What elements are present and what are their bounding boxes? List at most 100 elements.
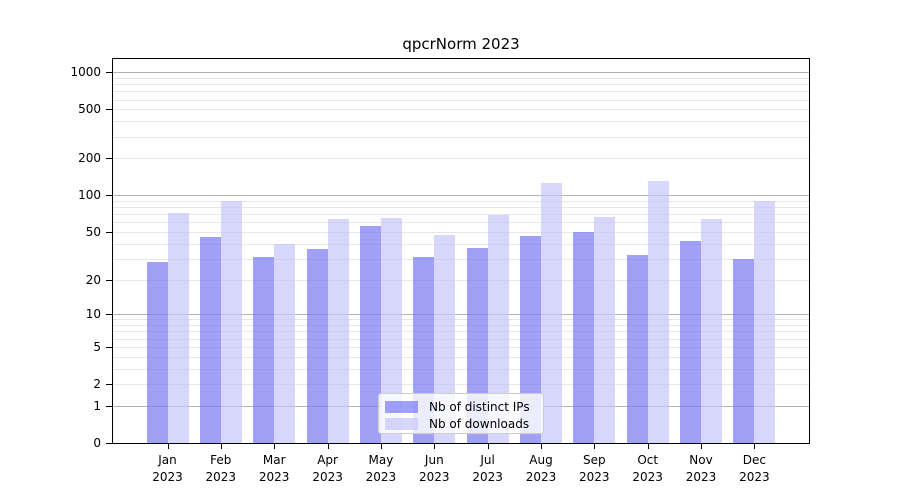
minor-gridline xyxy=(113,338,809,340)
x-tick-label: Nov 2023 xyxy=(685,453,717,484)
y-tick-label: 1000 xyxy=(70,65,101,80)
minor-gridline xyxy=(113,207,809,209)
x-tick-label: Jun 2023 xyxy=(419,453,450,484)
y-tick-label: 200 xyxy=(78,151,101,166)
minor-gridline xyxy=(113,158,809,160)
x-tick-label: Oct 2023 xyxy=(632,453,663,484)
y-tick-mark xyxy=(106,346,112,348)
y-tick-label: 5 xyxy=(93,339,101,354)
minor-gridline xyxy=(113,384,809,385)
x-tick-label: Jul 2023 xyxy=(472,453,503,484)
minor-gridline xyxy=(113,99,809,101)
minor-gridline xyxy=(113,368,809,370)
minor-gridline xyxy=(113,325,809,326)
major-gridline xyxy=(113,314,809,316)
x-tick-mark xyxy=(220,444,222,449)
minor-gridline xyxy=(113,346,809,348)
y-tick-mark xyxy=(106,72,112,74)
x-tick-label: Aug 2023 xyxy=(525,453,557,484)
minor-gridline xyxy=(113,356,809,358)
x-tick-mark xyxy=(434,444,436,449)
y-tick-mark xyxy=(106,384,112,385)
bar-downloads xyxy=(540,182,562,443)
minor-gridline xyxy=(113,222,809,224)
y-tick-label: 2 xyxy=(93,377,101,391)
x-tick-mark xyxy=(327,444,329,449)
y-tick-label: 100 xyxy=(78,188,101,203)
legend-label-downloads: Nb of downloads xyxy=(429,416,530,431)
y-tick-label: 50 xyxy=(85,224,101,239)
bar-distinct-ips xyxy=(253,256,275,443)
legend-swatch-distinct-ips xyxy=(385,400,418,413)
y-tick-mark xyxy=(106,109,112,111)
x-tick-mark xyxy=(274,444,276,449)
bar-distinct-ips xyxy=(626,255,648,443)
chart-title: qpcrNorm 2023 xyxy=(402,35,520,53)
bar-downloads xyxy=(487,214,509,443)
legend: Nb of distinct IPs Nb of downloads xyxy=(378,393,544,434)
x-tick-label: Sep 2023 xyxy=(579,453,610,484)
bar-downloads xyxy=(167,213,189,443)
y-tick-mark xyxy=(106,195,112,197)
y-tick-label: 0 xyxy=(93,436,101,450)
minor-gridline xyxy=(113,121,809,123)
bar-downloads xyxy=(274,243,296,443)
bar-downloads xyxy=(220,201,242,443)
y-tick-mark xyxy=(106,405,112,407)
x-tick-label: Feb 2023 xyxy=(205,453,237,484)
minor-gridline xyxy=(113,214,809,216)
y-tick-mark xyxy=(106,443,112,444)
bar-distinct-ips xyxy=(733,258,755,443)
y-tick-label: 500 xyxy=(78,102,101,117)
minor-gridline xyxy=(113,200,809,202)
y-tick-label: 10 xyxy=(85,307,101,322)
bar-distinct-ips xyxy=(146,262,168,443)
y-tick-mark xyxy=(106,158,112,160)
x-tick-mark xyxy=(701,444,702,449)
x-tick-label: Dec 2023 xyxy=(739,453,770,484)
bar-distinct-ips xyxy=(519,236,541,443)
x-tick-mark xyxy=(167,444,169,449)
bar-downloads xyxy=(434,235,456,443)
minor-gridline xyxy=(113,84,809,85)
minor-gridline xyxy=(113,258,809,260)
x-tick-label: Mar 2023 xyxy=(258,453,290,484)
major-gridline xyxy=(113,72,809,74)
x-tick-mark xyxy=(380,444,382,449)
bar-distinct-ips xyxy=(199,237,221,443)
bar-distinct-ips xyxy=(680,241,701,443)
minor-gridline xyxy=(113,279,809,281)
x-tick-mark xyxy=(594,444,596,449)
bar-downloads xyxy=(754,200,776,443)
legend-entry-distinct-ips: Nb of distinct IPs xyxy=(385,398,543,415)
minor-gridline xyxy=(113,77,809,79)
y-tick-mark xyxy=(106,231,112,233)
x-tick-mark xyxy=(647,444,649,449)
bar-distinct-ips xyxy=(359,225,381,443)
legend-label-distinct-ips: Nb of distinct IPs xyxy=(429,399,530,414)
x-tick-mark xyxy=(541,444,542,449)
minor-gridline xyxy=(113,231,809,233)
plot-area xyxy=(112,58,810,444)
y-tick-mark xyxy=(106,314,112,316)
x-tick-label: May 2023 xyxy=(365,453,397,484)
bar-distinct-ips xyxy=(573,231,595,443)
bar-downloads xyxy=(594,217,616,443)
minor-gridline xyxy=(113,91,809,93)
minor-gridline xyxy=(113,331,809,333)
bar-distinct-ips xyxy=(306,249,328,443)
x-tick-mark xyxy=(487,444,489,449)
bar-downloads xyxy=(380,218,402,443)
x-tick-label: Jan 2023 xyxy=(152,453,183,484)
minor-gridline xyxy=(113,243,809,245)
y-tick-label: 1 xyxy=(93,398,101,413)
minor-gridline xyxy=(113,109,809,111)
legend-swatch-downloads xyxy=(385,417,418,430)
bar-downloads xyxy=(701,218,722,443)
y-tick-mark xyxy=(106,279,112,281)
bar-downloads xyxy=(647,181,669,443)
legend-entry-downloads: Nb of downloads xyxy=(385,415,543,432)
x-tick-mark xyxy=(754,444,756,449)
minor-gridline xyxy=(113,319,809,321)
